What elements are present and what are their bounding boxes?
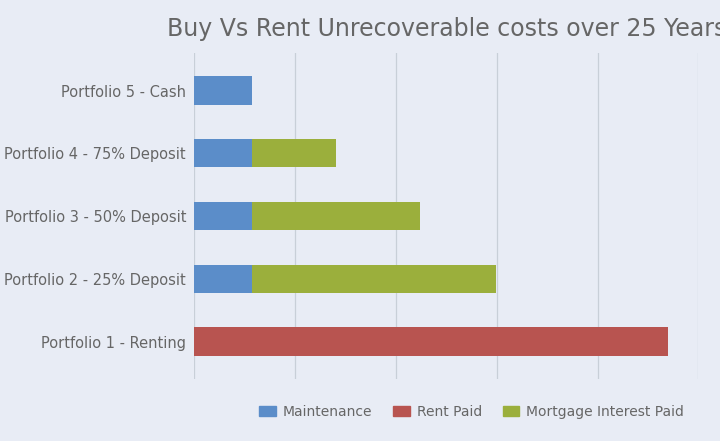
Bar xyxy=(194,265,252,293)
Bar xyxy=(194,328,668,356)
Title: Buy Vs Rent Unrecoverable costs over 25 Years: Buy Vs Rent Unrecoverable costs over 25 … xyxy=(167,17,720,41)
Bar xyxy=(194,76,252,105)
Legend: Maintenance, Rent Paid, Mortgage Interest Paid: Maintenance, Rent Paid, Mortgage Interes… xyxy=(253,400,690,425)
Bar xyxy=(252,202,420,230)
Bar xyxy=(194,202,252,230)
Bar xyxy=(252,139,336,168)
Bar xyxy=(194,139,252,168)
Bar xyxy=(252,265,496,293)
